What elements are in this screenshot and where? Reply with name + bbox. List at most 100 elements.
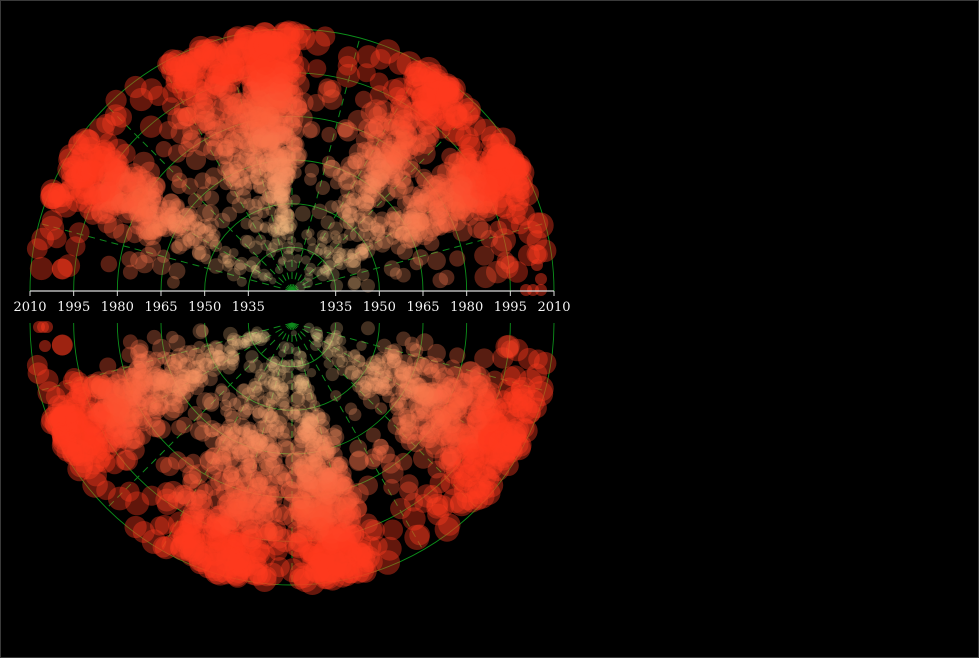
data-point [322, 534, 342, 555]
data-point [141, 485, 162, 506]
data-point [276, 60, 297, 81]
data-point [169, 55, 194, 80]
data-point [400, 376, 415, 392]
data-point [345, 524, 365, 544]
data-point [107, 398, 129, 420]
data-point [221, 360, 236, 375]
data-point [421, 366, 441, 387]
data-point [308, 479, 327, 498]
data-point [254, 39, 274, 60]
data-point [443, 398, 465, 420]
data-point [74, 165, 97, 188]
data-point [147, 393, 164, 410]
data-point [358, 174, 375, 191]
data-point [299, 473, 319, 493]
data-point [172, 484, 193, 505]
data-point [168, 360, 182, 374]
axis-tick-label-left: 1980 [101, 300, 134, 315]
data-point [472, 457, 496, 481]
data-point [62, 371, 83, 391]
data-point [511, 177, 534, 200]
data-point [241, 75, 261, 95]
data-point [177, 107, 197, 127]
data-point [505, 417, 529, 441]
data-point [133, 354, 150, 371]
data-point [152, 220, 168, 236]
data-point [259, 380, 272, 393]
data-point [349, 450, 369, 471]
data-point [104, 167, 125, 188]
data-point [357, 242, 370, 255]
data-point [422, 105, 443, 126]
data-point [316, 465, 333, 482]
data-point [459, 147, 478, 166]
data-point [310, 547, 334, 570]
data-point [301, 543, 320, 562]
data-point [276, 38, 301, 63]
data-point [412, 212, 430, 230]
data-point [263, 474, 284, 494]
data-point [368, 180, 382, 194]
data-point [419, 209, 440, 230]
data-point [181, 177, 199, 195]
data-point [316, 446, 334, 464]
data-point [412, 86, 436, 110]
data-point [222, 559, 249, 585]
data-point [266, 90, 285, 109]
data-point [307, 59, 327, 78]
data-point [179, 539, 201, 562]
data-point [439, 411, 457, 430]
data-point [168, 451, 187, 470]
data-point [179, 510, 203, 534]
data-point [192, 246, 206, 261]
data-point [425, 437, 447, 459]
data-point [178, 368, 192, 382]
data-point [143, 366, 163, 387]
data-point [345, 360, 356, 371]
data-point [425, 178, 443, 196]
data-point [231, 500, 253, 522]
data-point [333, 509, 351, 527]
data-point [226, 332, 241, 347]
data-point [274, 164, 291, 181]
data-point [410, 385, 429, 404]
data-point [222, 260, 233, 272]
data-point [377, 377, 390, 389]
data-point [449, 250, 466, 267]
data-point [310, 498, 332, 520]
data-point [418, 386, 439, 406]
data-point [216, 425, 232, 442]
data-point [265, 410, 278, 424]
data-point [280, 441, 296, 457]
data-point [476, 466, 497, 487]
data-point [388, 221, 405, 238]
data-point [228, 425, 247, 444]
data-point [302, 561, 323, 581]
data-point [348, 142, 369, 163]
data-point [132, 386, 153, 407]
data-point [187, 193, 203, 209]
data-point [224, 345, 236, 357]
data-point [313, 564, 335, 587]
data-point [72, 386, 92, 407]
data-point [174, 219, 190, 236]
data-point [438, 269, 455, 286]
data-point [218, 150, 233, 165]
data-point [208, 525, 229, 546]
data-point [215, 549, 238, 572]
data-point [380, 375, 396, 391]
data-point [521, 389, 545, 414]
data-point [176, 416, 193, 434]
data-point [309, 400, 321, 412]
data-point [344, 504, 362, 521]
data-point [178, 518, 198, 538]
data-point [70, 376, 89, 395]
data-point [152, 212, 169, 229]
data-point [167, 276, 180, 289]
data-point [347, 109, 369, 132]
data-point [292, 504, 312, 524]
data-point [333, 502, 353, 521]
data-point [355, 193, 374, 212]
data-point [276, 225, 287, 236]
data-point [236, 276, 247, 287]
